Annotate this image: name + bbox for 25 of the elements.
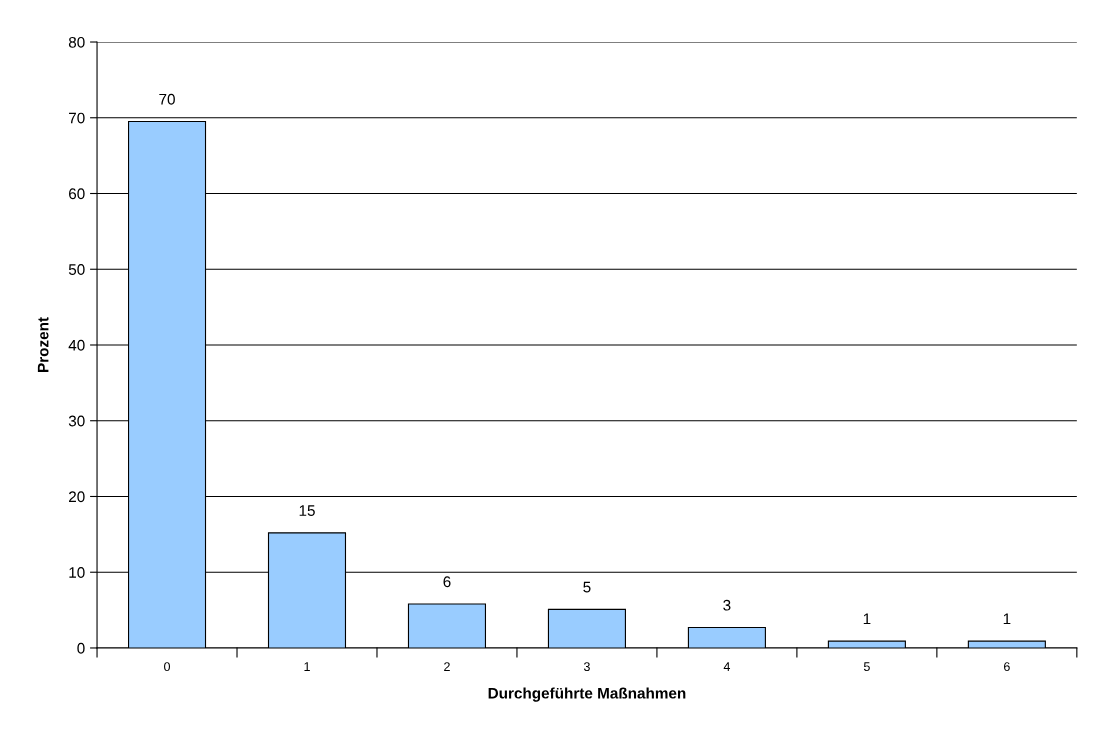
data-label: 1 xyxy=(1003,613,1011,625)
y-tick-label: 60 xyxy=(69,188,85,200)
data-label: 3 xyxy=(723,599,731,611)
data-label: 15 xyxy=(299,505,315,516)
x-tick-label: 5 xyxy=(863,662,870,672)
data-label: 6 xyxy=(443,576,451,588)
data-label: 70 xyxy=(159,93,175,105)
x-tick-label: 1 xyxy=(304,662,310,671)
y-tick-label: 80 xyxy=(68,36,85,48)
y-axis-title: Prozent xyxy=(37,317,49,372)
x-tick-label: 6 xyxy=(1004,662,1010,672)
x-tick-label: 2 xyxy=(444,662,450,671)
y-tick-label: 40 xyxy=(68,339,85,351)
y-tick-label: 30 xyxy=(68,415,85,427)
data-label: 1 xyxy=(863,613,871,625)
y-tick-label: 70 xyxy=(69,112,85,124)
x-tick-label: 3 xyxy=(583,662,590,672)
x-tick-label: 4 xyxy=(723,662,731,671)
x-tick-label: 0 xyxy=(164,662,171,672)
y-tick-label: 20 xyxy=(69,491,85,503)
y-tick-label: 50 xyxy=(68,264,85,275)
y-tick-label: 0 xyxy=(77,642,85,654)
x-axis-title: Durchgeführte Maßnahmen xyxy=(488,687,686,702)
y-tick-label: 10 xyxy=(69,567,85,578)
data-label: 5 xyxy=(583,581,591,593)
